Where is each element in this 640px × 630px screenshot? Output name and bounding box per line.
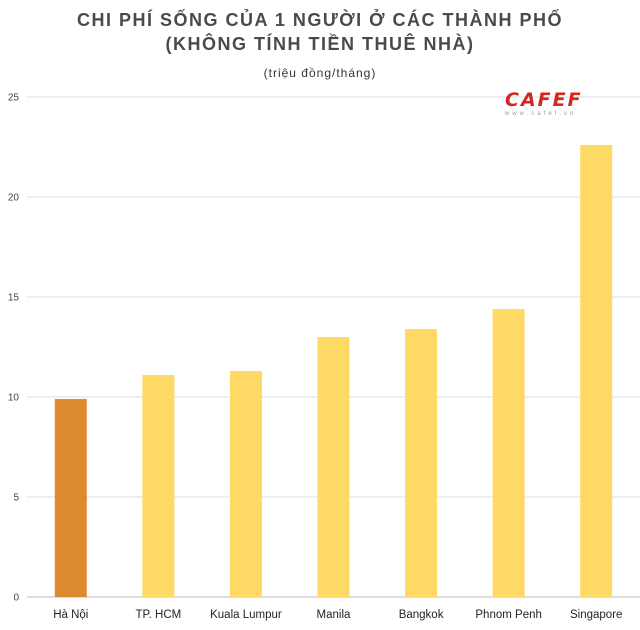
cafef-logo: CAFEF www.cafef.vn xyxy=(505,90,637,120)
x-tick-label: Bangkok xyxy=(399,609,444,621)
bar xyxy=(142,375,175,597)
y-tick-label: 0 xyxy=(13,593,19,604)
x-tick-label: Kuala Lumpur xyxy=(210,609,282,621)
bar xyxy=(580,145,613,597)
y-tick-label: 20 xyxy=(8,193,20,204)
logo-wordmark: CAFEF xyxy=(505,89,583,111)
bar xyxy=(492,309,525,597)
bar xyxy=(317,337,350,597)
x-tick-label: Hà Nội xyxy=(53,609,88,621)
x-tick-label: Singapore xyxy=(570,609,622,621)
y-tick-label: 10 xyxy=(8,393,20,404)
bar xyxy=(54,399,87,597)
x-tick-label: Manila xyxy=(317,609,351,621)
y-tick-label: 15 xyxy=(8,293,20,304)
chart-title: CHI PHÍ SỐNG CỦA 1 NGƯỜI Ở CÁC THÀNH PHỐ xyxy=(77,10,563,30)
x-tick-label: Phnom Penh xyxy=(475,609,542,621)
y-tick-label: 25 xyxy=(8,93,20,104)
x-tick-label: TP. HCM xyxy=(135,609,181,621)
logo-url: www.cafef.vn xyxy=(505,111,577,117)
bar xyxy=(405,329,438,597)
bar xyxy=(229,371,262,597)
unit-label: (triệu đồng/tháng) xyxy=(263,66,377,80)
chart-subtitle: (KHÔNG TÍNH TIỀN THUÊ NHÀ) xyxy=(165,34,475,54)
y-tick-label: 5 xyxy=(13,493,19,504)
